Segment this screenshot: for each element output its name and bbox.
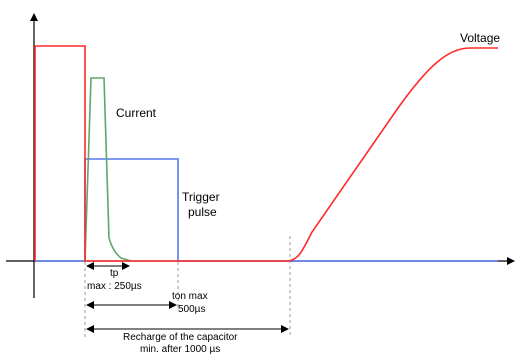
ton-max-label: ton max [172, 291, 208, 302]
ton-value-label: 500µs [178, 304, 205, 315]
tp-label: tp [110, 268, 119, 279]
voltage-label: Voltage [460, 31, 500, 45]
current-label: Current [116, 106, 157, 120]
recharge-min-label: min. after 1000 µs [140, 344, 220, 355]
trigger-label-line2: pulse [188, 205, 217, 219]
trigger-pulse-curve [35, 158, 498, 262]
tp-max-label: max : 250µs [87, 281, 142, 292]
current-curve [84, 77, 132, 262]
trigger-label-line1: Trigger [182, 190, 220, 204]
voltage-curve [34, 45, 498, 262]
recharge-label: Recharge of the capacitor [123, 332, 238, 343]
